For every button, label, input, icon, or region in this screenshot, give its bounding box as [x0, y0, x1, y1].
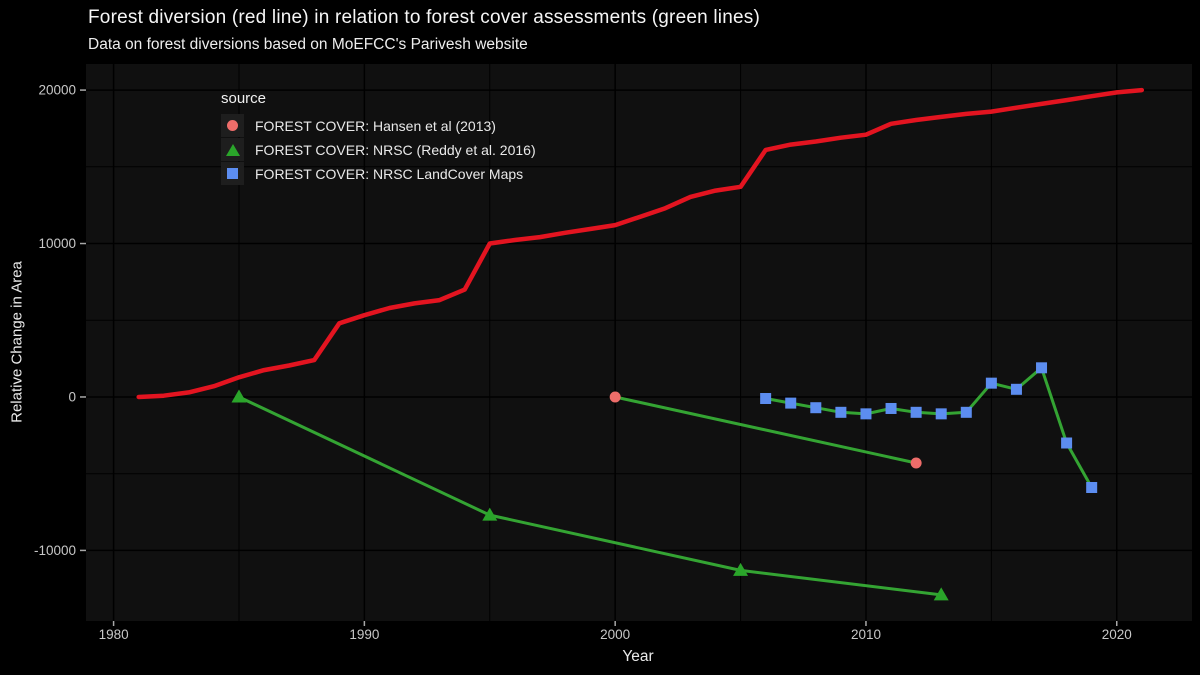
legend-item-label: FOREST COVER: NRSC (Reddy et al. 2016) — [255, 141, 536, 158]
legend-key — [221, 138, 244, 161]
series-line-2 — [237, 395, 943, 597]
legend-item-landcover: FOREST COVER: NRSC LandCover Maps — [221, 162, 536, 185]
legend-item-hansen: FOREST COVER: Hansen et al (2013) — [221, 114, 536, 137]
x-axis-label: Year — [622, 648, 654, 665]
y-tick-label: 0 — [68, 389, 76, 404]
marker-square — [760, 393, 772, 405]
panel-background — [86, 64, 1192, 621]
x-tick-label: 1990 — [349, 627, 379, 642]
legend: source FOREST COVER: Hansen et al (2013)… — [221, 90, 536, 186]
legend-key — [221, 114, 244, 137]
marker-triangle — [933, 587, 949, 601]
marker-square — [910, 406, 922, 418]
y-axis-label: Relative Change in Area — [8, 261, 26, 423]
legend-title: source — [221, 90, 267, 107]
marker-square — [885, 402, 897, 414]
legend-item-label: FOREST COVER: NRSC LandCover Maps — [255, 165, 524, 182]
x-tick-label: 2020 — [1102, 627, 1132, 642]
marker-square — [785, 397, 797, 409]
series-line-1 — [613, 395, 918, 465]
marker-circle — [910, 457, 922, 469]
marker-square — [810, 402, 822, 414]
chart-title: Forest diversion (red line) in relation … — [88, 7, 760, 28]
marker-square — [860, 408, 872, 420]
marker-square — [1086, 482, 1098, 494]
marker-circle — [609, 391, 621, 403]
chart-subtitle: Data on forest diversions based on MoEFC… — [88, 36, 528, 53]
marker-square — [960, 406, 972, 418]
marker-triangle — [231, 389, 247, 403]
circle-marker-icon — [227, 120, 238, 131]
marker-square — [1010, 383, 1022, 395]
triangle-marker-icon — [225, 143, 240, 156]
x-tick-label: 2010 — [851, 627, 881, 642]
marker-square — [1061, 437, 1073, 449]
y-tick-label: 20000 — [38, 83, 76, 98]
square-marker-icon — [227, 168, 238, 179]
y-tick-label: -10000 — [34, 543, 76, 558]
marker-square — [935, 408, 947, 420]
legend-key — [221, 162, 244, 185]
marker-triangle — [482, 507, 498, 521]
x-tick-label: 1980 — [99, 627, 129, 642]
marker-triangle — [733, 562, 749, 576]
x-tick-label: 2000 — [600, 627, 630, 642]
y-tick-label: 10000 — [38, 236, 76, 251]
series-line-0 — [136, 87, 1145, 400]
marker-square — [835, 406, 847, 418]
marker-square — [985, 377, 997, 389]
legend-item-label: FOREST COVER: Hansen et al (2013) — [255, 117, 496, 134]
marker-square — [1036, 362, 1048, 374]
legend-item-reddy: FOREST COVER: NRSC (Reddy et al. 2016) — [221, 138, 536, 161]
